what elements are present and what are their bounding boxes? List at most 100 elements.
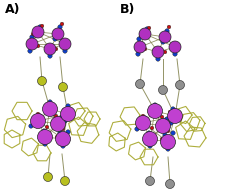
Circle shape xyxy=(43,173,53,181)
Circle shape xyxy=(55,135,59,139)
Circle shape xyxy=(173,52,177,56)
Circle shape xyxy=(26,38,38,50)
Circle shape xyxy=(161,135,175,149)
Circle shape xyxy=(145,177,155,185)
Circle shape xyxy=(139,34,143,38)
Circle shape xyxy=(50,116,66,132)
Circle shape xyxy=(138,119,142,123)
Circle shape xyxy=(36,44,40,48)
Circle shape xyxy=(147,26,151,30)
Circle shape xyxy=(43,142,47,146)
Circle shape xyxy=(169,41,181,53)
Circle shape xyxy=(137,37,141,41)
Circle shape xyxy=(165,29,169,33)
Circle shape xyxy=(38,25,42,29)
Circle shape xyxy=(44,104,48,108)
Circle shape xyxy=(33,117,37,121)
Circle shape xyxy=(61,144,65,148)
Circle shape xyxy=(29,124,33,128)
Circle shape xyxy=(136,115,150,130)
Circle shape xyxy=(161,40,165,44)
Circle shape xyxy=(66,130,70,134)
Circle shape xyxy=(148,144,152,148)
Circle shape xyxy=(149,106,153,110)
Circle shape xyxy=(156,119,170,133)
Circle shape xyxy=(166,129,170,133)
Circle shape xyxy=(160,115,164,119)
Text: B): B) xyxy=(120,3,135,16)
Circle shape xyxy=(60,177,70,185)
Circle shape xyxy=(135,127,139,131)
Circle shape xyxy=(166,180,174,188)
Circle shape xyxy=(58,25,62,29)
Circle shape xyxy=(143,47,147,51)
Circle shape xyxy=(171,131,175,135)
Circle shape xyxy=(39,132,43,136)
Circle shape xyxy=(59,83,67,91)
Circle shape xyxy=(38,114,42,118)
Circle shape xyxy=(168,110,172,114)
Circle shape xyxy=(53,37,57,41)
Circle shape xyxy=(60,22,64,26)
Circle shape xyxy=(167,25,171,29)
Circle shape xyxy=(54,47,58,51)
Circle shape xyxy=(42,101,58,116)
Circle shape xyxy=(63,119,67,123)
Circle shape xyxy=(40,122,44,126)
Circle shape xyxy=(139,28,151,40)
Circle shape xyxy=(160,137,164,141)
Circle shape xyxy=(28,49,32,53)
Circle shape xyxy=(60,115,64,119)
Circle shape xyxy=(156,57,160,61)
Circle shape xyxy=(48,100,52,104)
Circle shape xyxy=(60,106,76,122)
Circle shape xyxy=(144,134,148,138)
Circle shape xyxy=(168,108,182,123)
Circle shape xyxy=(66,104,70,108)
Circle shape xyxy=(147,131,151,135)
Circle shape xyxy=(169,121,173,125)
Circle shape xyxy=(141,114,145,118)
Circle shape xyxy=(30,35,34,39)
Circle shape xyxy=(32,26,44,38)
Circle shape xyxy=(30,114,46,129)
Circle shape xyxy=(166,147,170,151)
Circle shape xyxy=(48,54,52,58)
Circle shape xyxy=(165,117,169,121)
Circle shape xyxy=(152,46,164,58)
Text: A): A) xyxy=(5,3,20,16)
Circle shape xyxy=(143,116,147,120)
Circle shape xyxy=(145,27,149,31)
Circle shape xyxy=(163,124,167,128)
Circle shape xyxy=(58,131,62,135)
Circle shape xyxy=(42,129,46,133)
Circle shape xyxy=(134,41,146,53)
Circle shape xyxy=(45,125,49,129)
Circle shape xyxy=(148,104,162,119)
Circle shape xyxy=(40,24,44,28)
Circle shape xyxy=(53,30,57,34)
Circle shape xyxy=(150,126,154,130)
Circle shape xyxy=(54,114,58,118)
Circle shape xyxy=(159,31,171,43)
Circle shape xyxy=(31,32,35,36)
Circle shape xyxy=(59,38,71,50)
Circle shape xyxy=(61,127,65,131)
Circle shape xyxy=(136,52,140,56)
Circle shape xyxy=(62,108,66,112)
Circle shape xyxy=(37,129,53,145)
Circle shape xyxy=(37,77,47,85)
Circle shape xyxy=(163,50,167,54)
Circle shape xyxy=(163,133,167,137)
Circle shape xyxy=(58,122,62,126)
Circle shape xyxy=(158,85,168,94)
Circle shape xyxy=(44,43,56,55)
Circle shape xyxy=(143,132,157,146)
Circle shape xyxy=(175,81,185,90)
Circle shape xyxy=(136,80,144,88)
Circle shape xyxy=(145,123,149,127)
Circle shape xyxy=(55,132,71,146)
Circle shape xyxy=(36,112,40,116)
Circle shape xyxy=(63,49,67,53)
Circle shape xyxy=(153,103,157,107)
